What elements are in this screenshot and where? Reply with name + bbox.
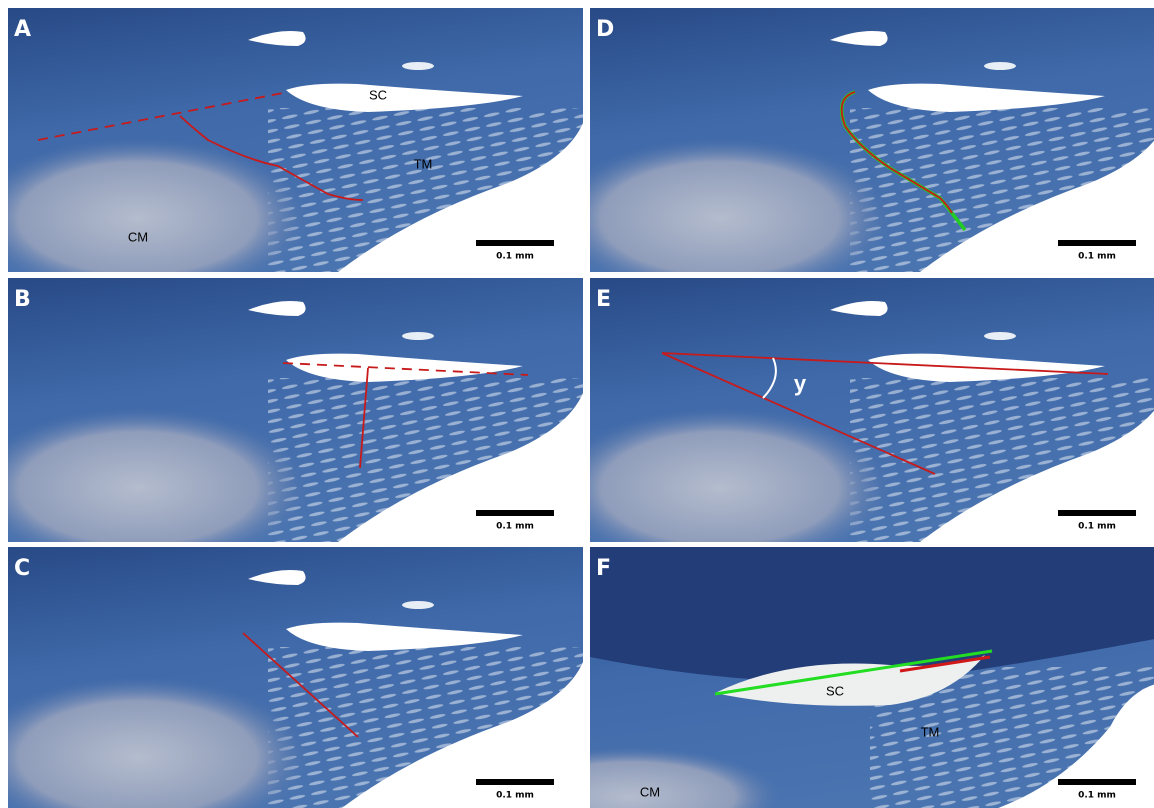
small-lumen (402, 332, 434, 340)
scale-label: 0.1 mm (496, 791, 534, 801)
scale-label: 0.1 mm (1078, 522, 1116, 532)
scale-bar (476, 240, 554, 246)
region-label: TM (921, 724, 940, 739)
panel-letter: B (14, 287, 31, 312)
region-label: CM (128, 229, 148, 244)
scale-label: 0.1 mm (496, 252, 534, 262)
scale-label: 0.1 mm (496, 522, 534, 532)
panel: C 0.1 mm (0, 547, 583, 808)
region-label: SC (369, 87, 387, 102)
panel-letter: F (596, 556, 611, 581)
panel-letter: A (14, 17, 31, 42)
scale-bar (1058, 779, 1136, 785)
scale-bar (476, 510, 554, 516)
scale-label: 0.1 mm (1078, 252, 1116, 262)
scale-bar (476, 779, 554, 785)
small-lumen (402, 601, 434, 609)
panel: y E 0.1 mm (550, 278, 1154, 568)
scale-bar (1058, 240, 1136, 246)
scale-label: 0.1 mm (1078, 791, 1116, 801)
panel-letter: C (14, 556, 30, 581)
region-label: TM (414, 156, 433, 171)
panel-letter: E (596, 287, 611, 312)
scale-bar (1058, 510, 1136, 516)
panel: SC TM CM A 0.1 mm (0, 8, 583, 298)
panel-letter: D (596, 17, 614, 42)
small-lumen (402, 62, 434, 70)
panel: D 0.1 mm (550, 8, 1154, 298)
small-lumen (984, 332, 1016, 340)
region-label: CM (640, 784, 660, 799)
region-label: y (794, 371, 807, 396)
panel: B 0.1 mm (0, 278, 583, 568)
figure: SC TM CM A 0.1 mm B 0.1 mm C 0.1 mm D 0.1 mm y E 0.1 … (0, 0, 1154, 808)
muscle (550, 138, 890, 298)
small-lumen (984, 62, 1016, 70)
region-label: SC (826, 683, 844, 698)
